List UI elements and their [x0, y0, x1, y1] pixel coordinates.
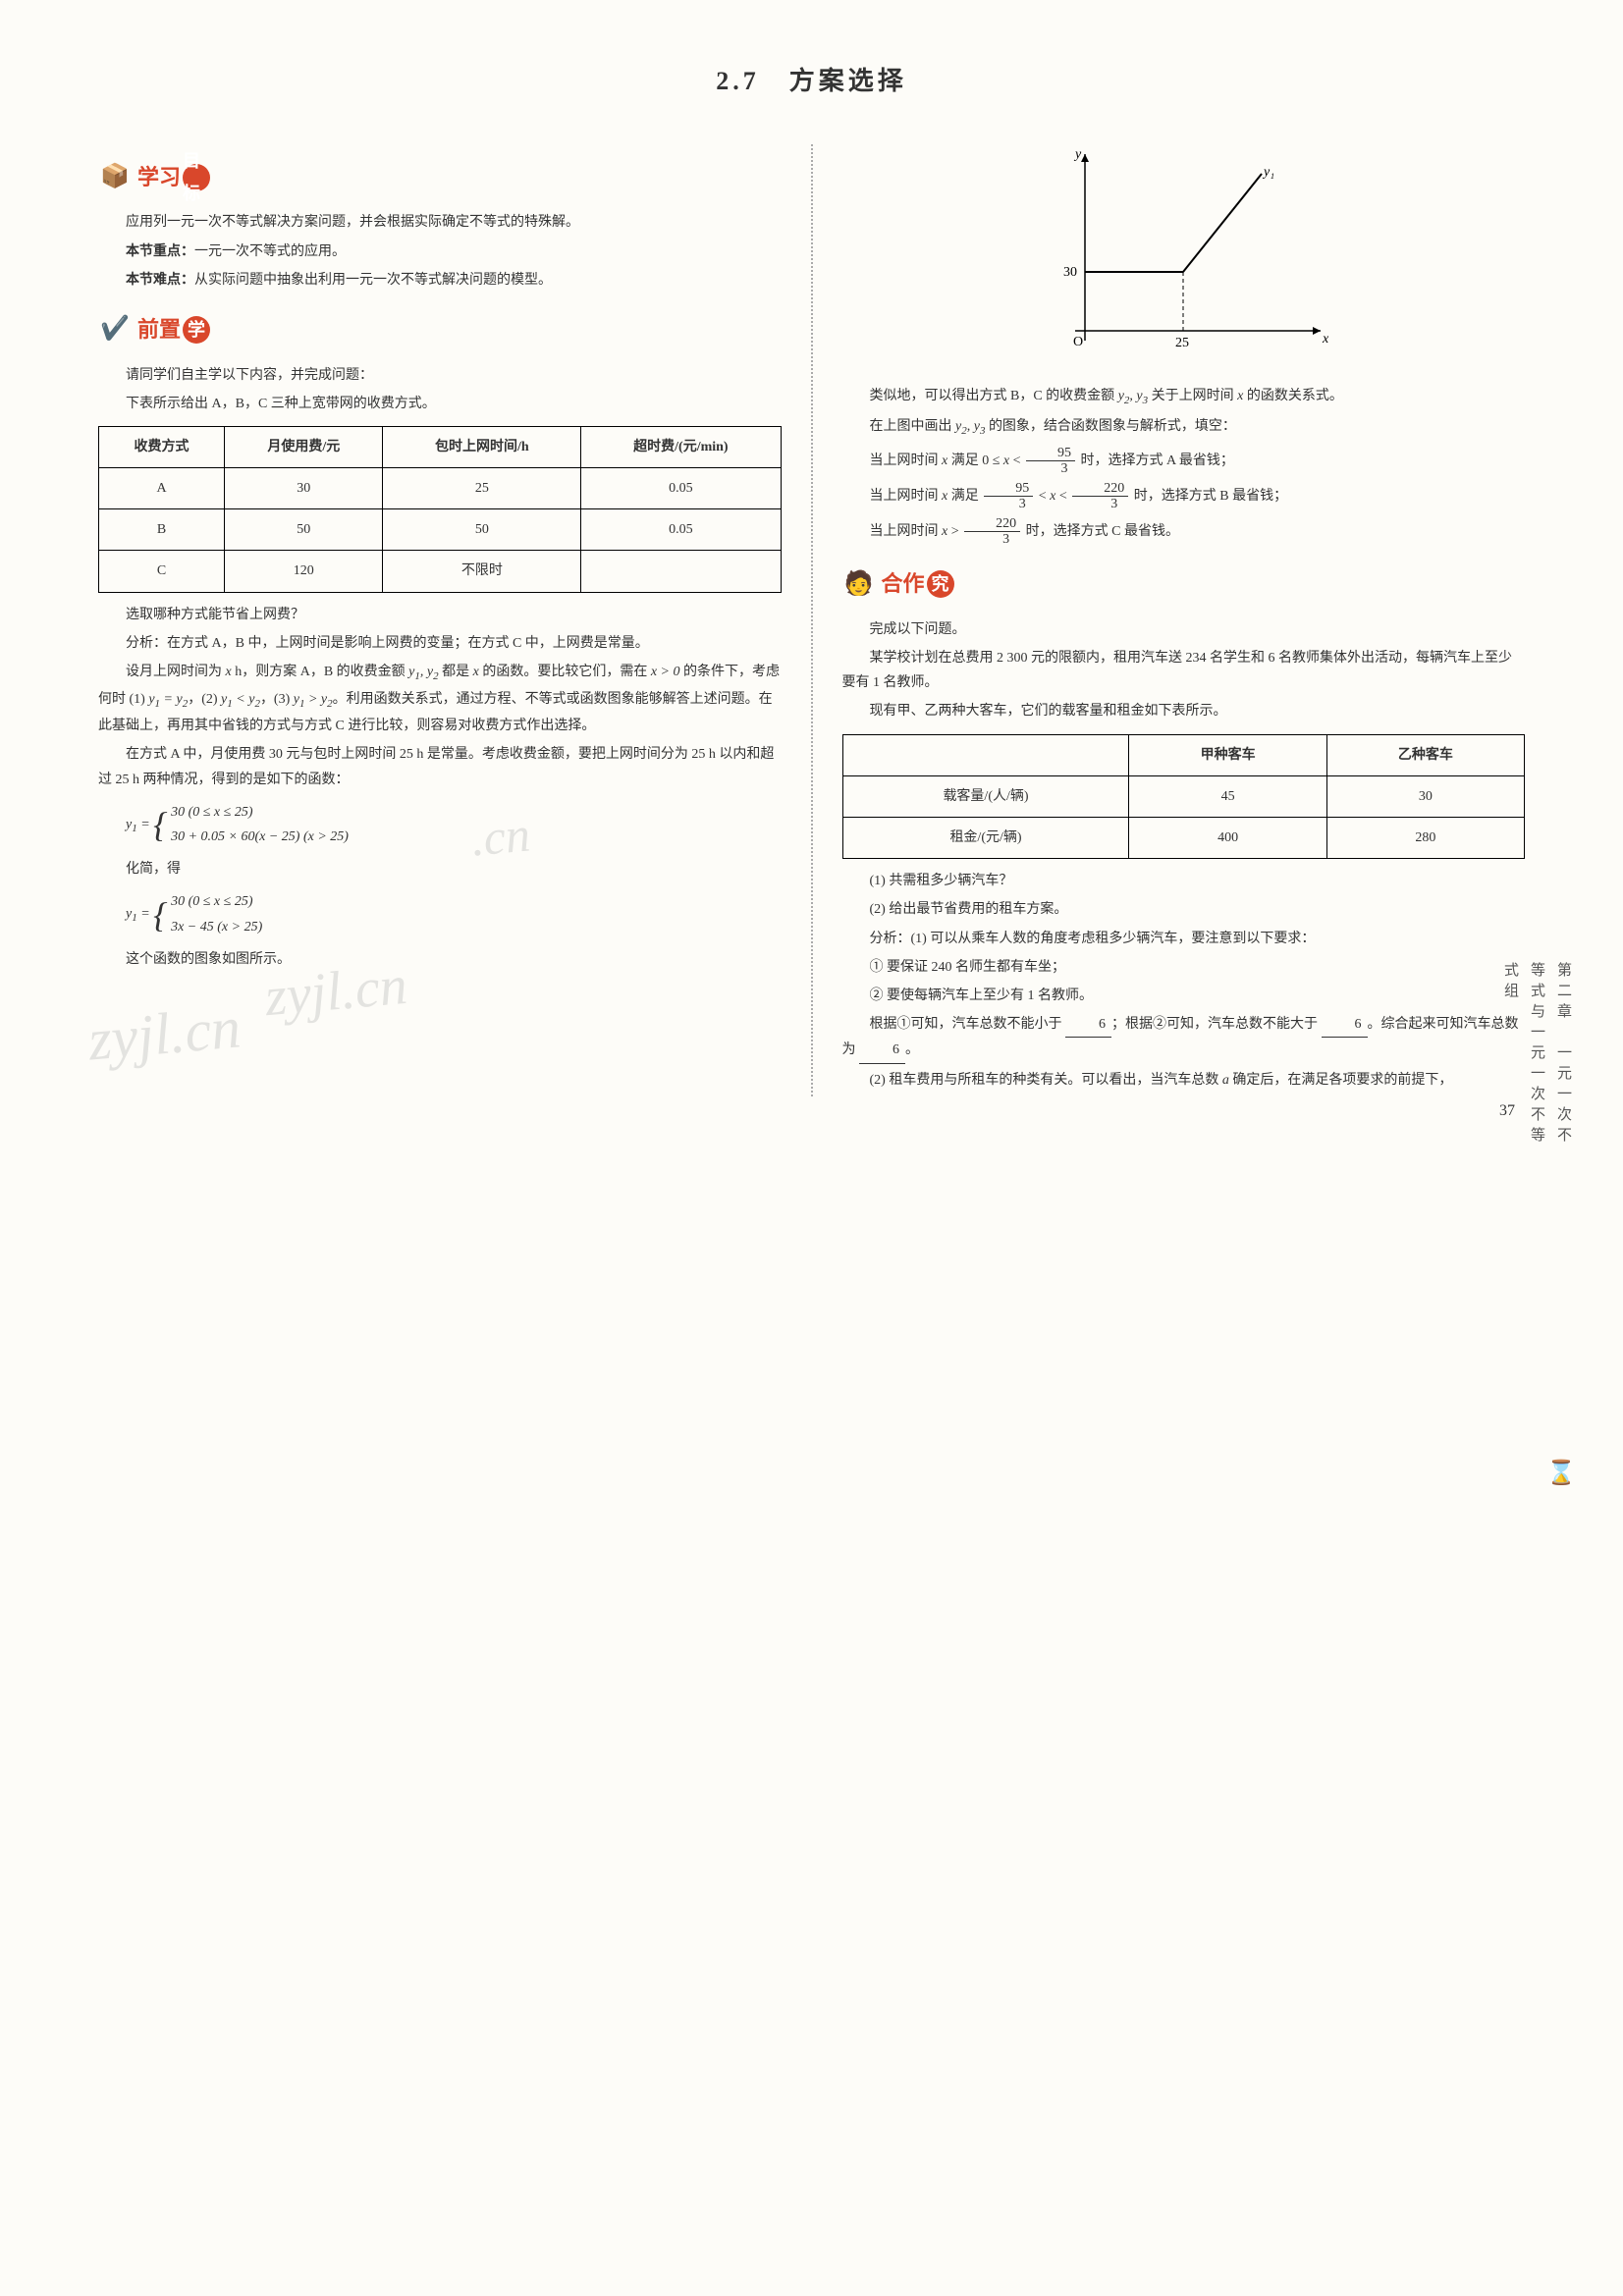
- coop-p2: 某学校计划在总费用 2 300 元的限额内，租用汽车送 234 名学生和 6 名…: [842, 646, 1526, 695]
- table-row: 载客量/(人/辆) 45 30: [842, 775, 1525, 817]
- piecewise-formula-1: y1 = { 30 (0 ≤ x ≤ 25) 30 + 0.05 × 60(x …: [126, 800, 782, 849]
- q2a: (1) 共需租多少辆汽车？: [842, 869, 1526, 893]
- q2b: (2) 给出最节省费用的租车方案。: [842, 897, 1526, 922]
- section-study-goal: 📦 学习目标: [98, 158, 210, 197]
- right-p1: 类似地，可以得出方式 B，C 的收费金额 y2, y3 关于上网时间 x 的函数…: [842, 384, 1526, 411]
- coop-p3: 现有甲、乙两种大客车，它们的载客量和租金如下表所示。: [842, 699, 1526, 723]
- cooperate-label: 合作究: [882, 564, 954, 604]
- table-row: A 30 25 0.05: [99, 468, 782, 509]
- ana-p1: 分析：(1) 可以从乘车人数的角度考虑租多少辆汽车，要注意到以下要求：: [842, 927, 1526, 951]
- y-axis-label: y: [1073, 147, 1082, 162]
- table-row: B 50 50 0.05: [99, 509, 782, 551]
- left-column: 📦 学习目标 应用列一元一次不等式解决方案问题，并会根据实际确定不等式的特殊解。…: [98, 144, 782, 1096]
- line-label: y₁: [1262, 165, 1274, 180]
- analysis-2: 设月上网时间为 x h，则方案 A，B 的收费金额 y1, y2 都是 x 的函…: [98, 660, 782, 738]
- chapter-side-label: 第二章 一元一次不等式与一元一次不等式组: [1496, 962, 1576, 1155]
- table-header-row: 收费方式 月使用费/元 包时上网时间/h 超时费/(元/min): [99, 426, 782, 467]
- two-column-layout: 📦 学习目标 应用列一元一次不等式解决方案问题，并会根据实际确定不等式的特殊解。…: [98, 144, 1525, 1096]
- pre-text-2: 下表所示给出 A，B，C 三种上宽带网的收费方式。: [98, 392, 782, 416]
- graph-note: 这个函数的图象如图所示。: [98, 947, 782, 972]
- question-1: 选取哪种方式能节省上网费？: [98, 603, 782, 627]
- ana-p5: (2) 租车费用与所租车的种类有关。可以看出，当汽车总数 a 确定后，在满足各项…: [842, 1068, 1526, 1093]
- goal-text-2: 本节重点：一元一次不等式的应用。: [98, 240, 782, 264]
- x-tick-25: 25: [1175, 336, 1189, 350]
- graph-svg: O x y 30 25 y₁: [1036, 144, 1330, 370]
- right-p4: 当上网时间 x 满足 953 < x < 2203 时，选择方式 B 最省钱；: [842, 481, 1526, 512]
- table-row: C 120 不限时: [99, 551, 782, 592]
- goal-text-3: 本节难点：从实际问题中抽象出利用一元一次不等式解决问题的模型。: [98, 268, 782, 293]
- coop-p1: 完成以下问题。: [842, 617, 1526, 642]
- bus-table: 甲种客车 乙种客车 载客量/(人/辆) 45 30 租金/(元/辆) 400 2…: [842, 734, 1526, 860]
- cube-icon: 📦: [98, 161, 132, 194]
- goal-text-1: 应用列一元一次不等式解决方案问题，并会根据实际确定不等式的特殊解。: [98, 210, 782, 235]
- th-hours: 包时上网时间/h: [383, 426, 581, 467]
- piecewise-formula-2: y1 = { 30 (0 ≤ x ≤ 25) 3x − 45 (x > 25): [126, 889, 782, 938]
- th-overtime: 超时费/(元/min): [581, 426, 781, 467]
- simplify-text: 化简，得: [98, 857, 782, 881]
- table-header-row: 甲种客车 乙种客车: [842, 734, 1525, 775]
- analysis-1: 分析：在方式 A，B 中，上网时间是影响上网费的变量；在方式 C 中，上网费是常…: [98, 631, 782, 656]
- page-number: 37: [1499, 1097, 1515, 1126]
- pre-text-1: 请同学们自主学以下内容，并完成问题：: [98, 363, 782, 388]
- ana-p3: ② 要使每辆汽车上至少有 1 名教师。: [842, 984, 1526, 1008]
- th-monthly: 月使用费/元: [225, 426, 383, 467]
- study-goal-label: 学习目标: [137, 158, 210, 197]
- ana-p4: 根据①可知，汽车总数不能小于 6；根据②可知，汽车总数不能大于 6。综合起来可知…: [842, 1012, 1526, 1063]
- pricing-table: 收费方式 月使用费/元 包时上网时间/h 超时费/(元/min) A 30 25…: [98, 426, 782, 593]
- right-p2: 在上图中画出 y2, y3 的图象，结合函数图象与解析式，填空：: [842, 414, 1526, 442]
- origin-label: O: [1073, 335, 1083, 349]
- pre-study-label: 前置学: [137, 310, 210, 349]
- right-p5: 当上网时间 x > 2203 时，选择方式 C 最省钱。: [842, 516, 1526, 548]
- analysis-3: 在方式 A 中，月使用费 30 元与包时上网时间 25 h 是常量。考虑收费金额…: [98, 742, 782, 791]
- right-p3: 当上网时间 x 满足 0 ≤ x < 953 时，选择方式 A 最省钱；: [842, 446, 1526, 477]
- function-graph: O x y 30 25 y₁: [842, 144, 1526, 370]
- section-cooperate: 🧑 合作究: [842, 564, 954, 604]
- section-pre-study: ✔️ 前置学: [98, 310, 210, 349]
- x-axis-label: x: [1322, 332, 1329, 347]
- th-method: 收费方式: [99, 426, 225, 467]
- check-icon: ✔️: [98, 313, 132, 347]
- person-icon: 🧑: [842, 567, 876, 601]
- y-tick-30: 30: [1063, 265, 1077, 280]
- right-column: O x y 30 25 y₁ 类似地，可以得出方式 B，C 的收费金额 y2, …: [842, 144, 1526, 1096]
- table-row: 租金/(元/辆) 400 280: [842, 818, 1525, 859]
- ana-p2: ① 要保证 240 名师生都有车坐；: [842, 955, 1526, 980]
- page-title: 2.7 方案选择: [98, 59, 1525, 105]
- column-divider: [811, 144, 813, 1096]
- hourglass-icon: ⌛: [1546, 1453, 1576, 1495]
